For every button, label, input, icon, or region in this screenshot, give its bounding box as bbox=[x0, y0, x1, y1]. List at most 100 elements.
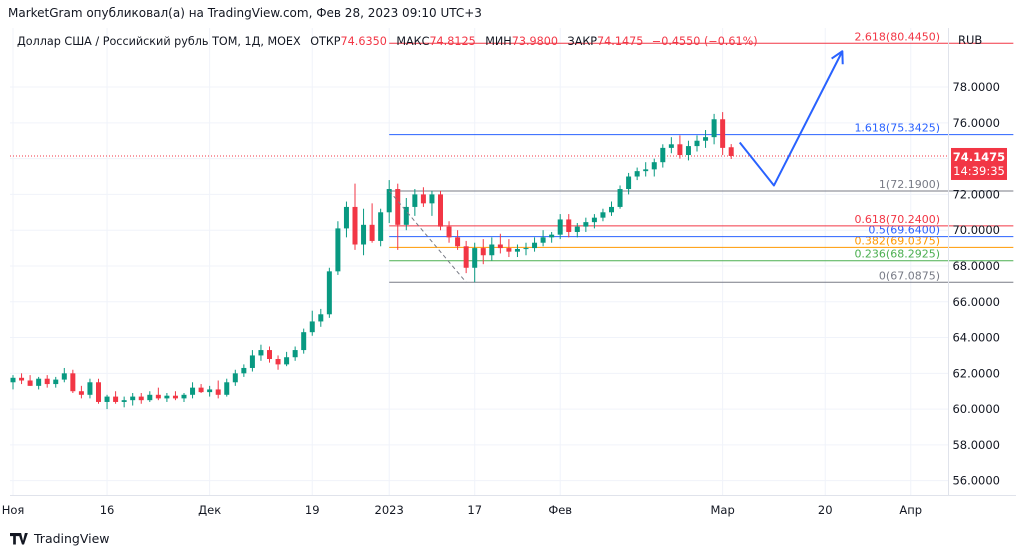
candle-body bbox=[53, 379, 59, 385]
candle-up bbox=[668, 137, 674, 154]
candle-up bbox=[634, 167, 640, 181]
candle-body bbox=[284, 357, 290, 365]
x-tick-label: 20 bbox=[818, 503, 833, 517]
candle-body bbox=[480, 248, 486, 256]
x-tick-label: 17 bbox=[467, 503, 482, 517]
bar-countdown: 14:39:35 bbox=[953, 164, 1005, 178]
candle-body bbox=[27, 380, 33, 386]
high-label: МАКС bbox=[396, 35, 429, 48]
candle-down bbox=[463, 240, 469, 274]
candle-body bbox=[121, 400, 127, 402]
candle-down bbox=[497, 233, 503, 254]
candle-body bbox=[720, 119, 726, 148]
candle-body bbox=[378, 212, 384, 241]
candle-up bbox=[549, 231, 555, 243]
candle-up bbox=[514, 244, 520, 258]
candle-body bbox=[506, 248, 512, 252]
close-label: ЗАКР bbox=[568, 35, 598, 48]
candle-up bbox=[361, 208, 367, 256]
candle-body bbox=[164, 395, 170, 399]
candle-body bbox=[318, 314, 324, 322]
fib-trend-line bbox=[388, 190, 467, 283]
candle-body bbox=[549, 234, 555, 238]
candle-down bbox=[96, 378, 101, 404]
candle-up bbox=[292, 346, 298, 361]
candle-up bbox=[386, 180, 392, 224]
x-tick-label: 16 bbox=[100, 503, 115, 517]
candle-body bbox=[660, 147, 666, 163]
candle-body bbox=[36, 378, 42, 386]
open-value: 74.6350 bbox=[341, 35, 387, 48]
candle-up bbox=[207, 385, 213, 397]
candle-down bbox=[215, 380, 221, 399]
candle-body bbox=[557, 219, 563, 235]
candle-up bbox=[181, 393, 187, 402]
candle-body bbox=[241, 367, 247, 374]
candle-body bbox=[369, 224, 375, 241]
candle-up bbox=[318, 308, 324, 327]
candle-body bbox=[224, 382, 230, 395]
candle-body bbox=[455, 237, 461, 247]
tradingview-logo-icon bbox=[10, 532, 28, 545]
candle-body bbox=[258, 350, 264, 356]
candle-up bbox=[326, 267, 332, 318]
candle-body bbox=[267, 350, 272, 360]
candle-up bbox=[600, 208, 606, 222]
fibonacci-extension[interactable]: 0(67.0875)0.236(68.2925)0.382(69.0375)0.… bbox=[389, 30, 1014, 283]
x-tick-label: Ноя bbox=[2, 503, 25, 517]
symbol-name: Доллар США / Российский рубль TOM, 1Д, M… bbox=[17, 35, 301, 48]
fib-level-label: 0.618(70.2400) bbox=[854, 213, 940, 226]
candle-body bbox=[386, 189, 392, 213]
candle-up bbox=[557, 214, 563, 240]
candle-up bbox=[711, 113, 717, 145]
candle-up bbox=[591, 214, 597, 229]
price-axis[interactable]: 56.0000 58.0000 60.0000 62.0000 64.0000 66.00… bbox=[952, 80, 1000, 488]
candle-body bbox=[10, 377, 16, 383]
candle-up bbox=[232, 369, 238, 386]
y-tick-label: 58.0000 bbox=[952, 438, 1000, 452]
y-tick-label: 78.0000 bbox=[952, 80, 1000, 94]
candle-up bbox=[583, 217, 589, 232]
candle-up bbox=[378, 208, 384, 247]
time-axis[interactable]: Ноя 16 Дек 19 2023 17 Фев Мар 20 Апр bbox=[2, 503, 922, 517]
candlestick-series bbox=[10, 112, 734, 410]
candle-body bbox=[309, 321, 315, 333]
x-tick-label: Фев bbox=[548, 503, 572, 517]
candle-body bbox=[634, 171, 640, 177]
y-tick-label: 62.0000 bbox=[952, 366, 1000, 380]
forecast-drawings[interactable] bbox=[388, 50, 844, 283]
candle-up bbox=[403, 197, 409, 231]
candle-up bbox=[164, 393, 170, 402]
candle-body bbox=[685, 146, 691, 156]
candle-body bbox=[301, 332, 307, 351]
candle-up bbox=[301, 328, 307, 354]
x-tick-label: Мар bbox=[711, 503, 735, 517]
candle-body bbox=[70, 373, 76, 392]
candle-up bbox=[36, 376, 42, 390]
candle-body bbox=[232, 373, 238, 383]
y-tick-label: 64.0000 bbox=[952, 331, 1000, 345]
candle-body bbox=[728, 147, 734, 156]
candle-up bbox=[643, 162, 649, 177]
candle-up bbox=[523, 242, 529, 256]
candle-body bbox=[420, 194, 426, 204]
footer-brand[interactable]: TradingView bbox=[10, 531, 110, 546]
candle-body bbox=[215, 389, 221, 395]
last-price-badge: 74.1475 14:39:35 bbox=[951, 147, 1007, 180]
candle-body bbox=[96, 382, 101, 402]
change-value: −0.4550 (−0.61%) bbox=[652, 35, 758, 48]
currency-label: RUB bbox=[958, 33, 982, 47]
candle-body bbox=[574, 226, 580, 232]
candle-down bbox=[138, 393, 144, 404]
candle-down bbox=[720, 112, 726, 156]
candle-down bbox=[198, 384, 204, 394]
candle-down bbox=[113, 391, 119, 404]
candle-down bbox=[78, 385, 84, 399]
candle-down bbox=[267, 346, 272, 363]
candle-body bbox=[703, 137, 709, 141]
candle-up bbox=[609, 201, 614, 216]
candle-down bbox=[395, 183, 401, 250]
candle-body bbox=[19, 377, 25, 381]
candle-down bbox=[275, 355, 281, 370]
